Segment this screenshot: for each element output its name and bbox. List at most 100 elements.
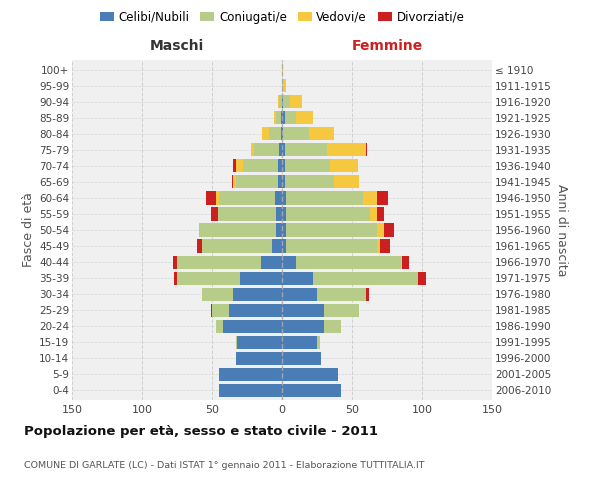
Bar [206,192,216,204]
Bar [197,240,202,252]
Bar [281,127,282,140]
Bar [233,176,236,188]
Text: COMUNE DI GARLATE (LC) - Dati ISTAT 1° gennaio 2011 - Elaborazione TUTTITALIA.IT: COMUNE DI GARLATE (LC) - Dati ISTAT 1° g… [24,460,425,469]
Bar [366,288,369,300]
Bar [211,304,212,317]
Bar [277,208,282,220]
Bar [286,192,363,204]
Bar [401,256,403,268]
Bar [282,288,317,300]
Bar [278,95,279,108]
Bar [285,111,296,124]
Bar [177,256,261,268]
Bar [324,304,359,317]
Bar [282,272,313,284]
Bar [233,288,282,300]
Bar [219,368,282,381]
Bar [283,95,290,108]
Bar [236,160,243,172]
Bar [282,79,283,92]
Bar [403,256,409,268]
Bar [219,384,282,397]
Bar [282,352,321,365]
Bar [282,256,296,268]
Bar [282,304,324,317]
Bar [282,384,341,397]
Bar [363,192,377,204]
Bar [282,143,285,156]
Bar [277,224,282,236]
Bar [283,79,286,92]
Bar [384,224,394,236]
Bar [380,240,390,252]
Bar [199,224,277,236]
Bar [377,208,384,220]
Bar [282,208,286,220]
Bar [282,63,283,76]
Bar [282,320,324,333]
Bar [277,111,281,124]
Y-axis label: Fasce di età: Fasce di età [22,192,35,268]
Bar [377,240,380,252]
Bar [177,272,240,284]
Bar [282,240,286,252]
Bar [216,320,223,333]
Bar [286,224,377,236]
Bar [229,304,282,317]
Bar [254,143,279,156]
Bar [272,240,282,252]
Bar [236,176,278,188]
Bar [282,111,285,124]
Bar [317,288,366,300]
Bar [261,256,282,268]
Bar [282,336,317,349]
Bar [329,160,358,172]
Bar [285,143,327,156]
Bar [278,160,282,172]
Bar [236,336,237,349]
Bar [240,272,282,284]
Bar [219,192,275,204]
Bar [211,208,218,220]
Legend: Celibi/Nubili, Coniugati/e, Vedovi/e, Divorziati/e: Celibi/Nubili, Coniugati/e, Vedovi/e, Di… [95,6,469,28]
Bar [174,272,177,284]
Bar [212,304,229,317]
Bar [285,160,329,172]
Bar [283,127,308,140]
Bar [278,176,282,188]
Bar [232,176,233,188]
Bar [223,320,282,333]
Text: Maschi: Maschi [150,38,204,52]
Bar [173,256,177,268]
Bar [296,256,401,268]
Bar [251,143,254,156]
Bar [279,95,282,108]
Bar [377,192,388,204]
Bar [274,111,277,124]
Y-axis label: Anni di nascita: Anni di nascita [555,184,568,276]
Bar [269,127,281,140]
Bar [282,95,283,108]
Bar [236,352,282,365]
Bar [308,127,334,140]
Bar [327,143,366,156]
Bar [262,127,269,140]
Bar [317,336,320,349]
Bar [334,176,359,188]
Bar [218,208,277,220]
Bar [233,160,236,172]
Bar [285,176,334,188]
Bar [237,336,282,349]
Bar [313,272,418,284]
Bar [282,127,283,140]
Bar [370,208,377,220]
Text: Popolazione per età, sesso e stato civile - 2011: Popolazione per età, sesso e stato civil… [24,425,378,438]
Bar [366,143,367,156]
Bar [282,160,285,172]
Bar [279,143,282,156]
Bar [286,208,370,220]
Bar [377,224,384,236]
Bar [282,224,286,236]
Bar [324,320,341,333]
Bar [296,111,313,124]
